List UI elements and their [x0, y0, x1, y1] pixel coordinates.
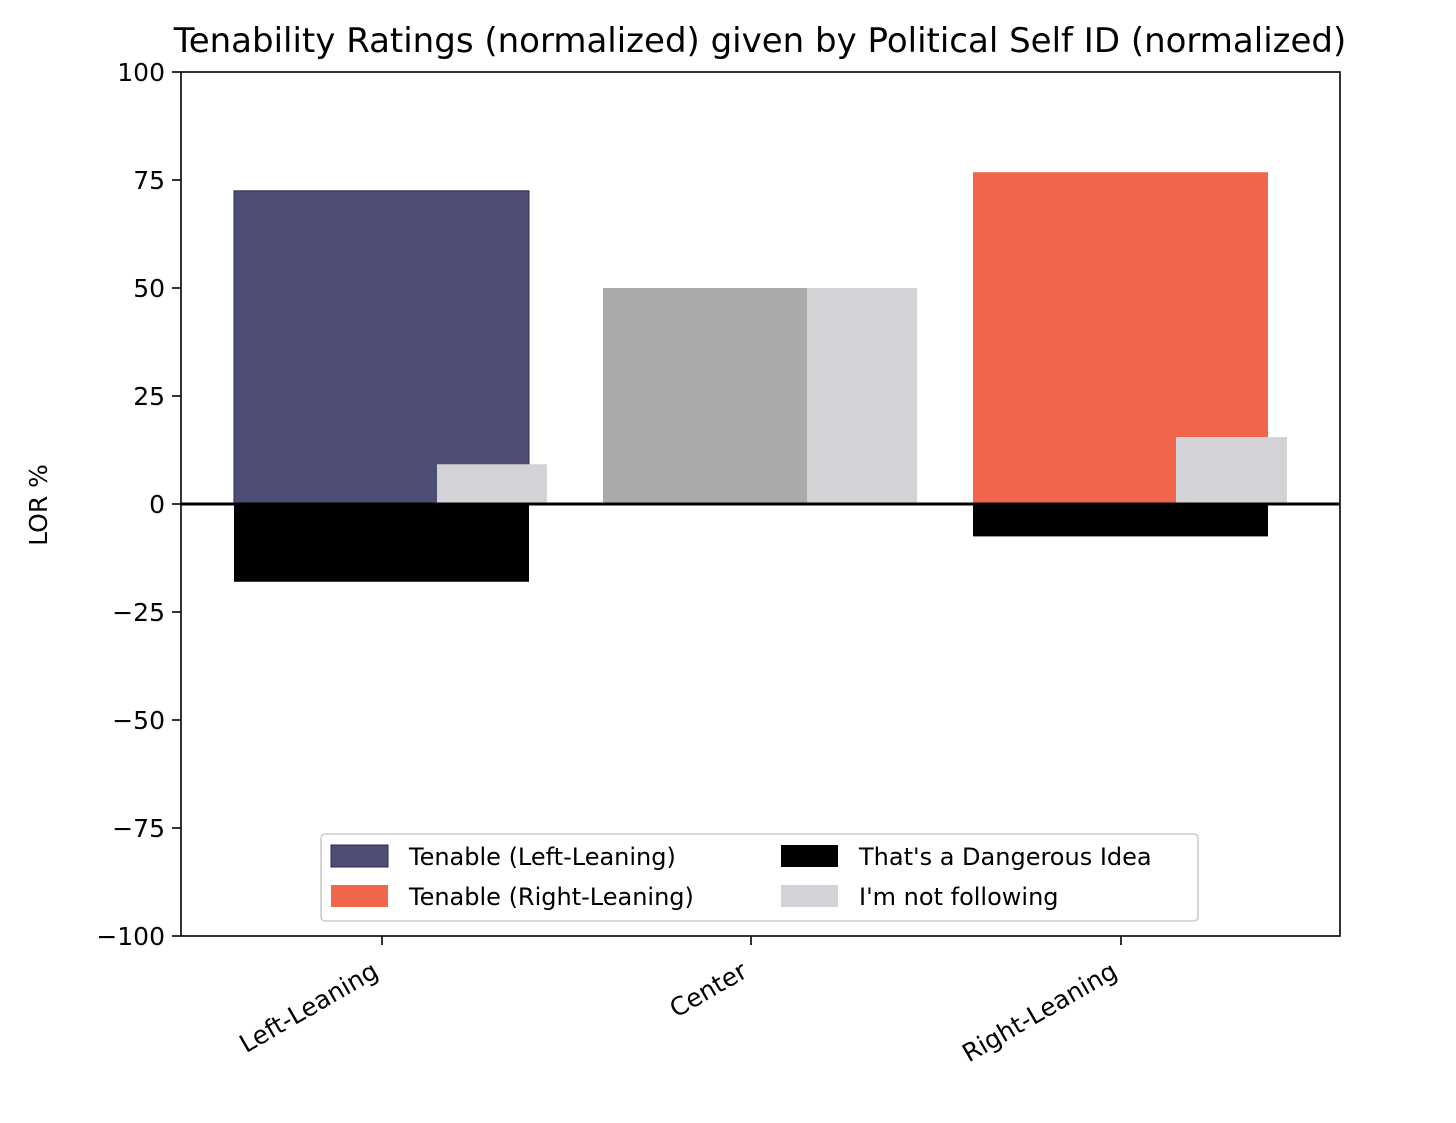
x-tick-label: Left-Leaning — [234, 956, 383, 1058]
bar-center-tenable — [603, 288, 807, 504]
y-tick-label: −75 — [112, 814, 165, 843]
legend-swatch — [781, 845, 838, 867]
x-tick-label: Center — [665, 956, 753, 1024]
y-tick-label: 50 — [133, 274, 165, 303]
legend-label: That's a Dangerous Idea — [858, 843, 1152, 871]
y-tick-label: 0 — [149, 490, 165, 519]
bar-not-following-left-leaning — [437, 464, 547, 504]
bar-not-following-right-leaning — [1176, 437, 1287, 504]
legend: Tenable (Left-Leaning) That's a Dangerous… — [320, 833, 1199, 922]
legend-box — [320, 833, 1199, 922]
bar-dangerous-right-leaning — [973, 504, 1268, 537]
legend-label: Tenable (Left-Leaning) — [408, 843, 676, 871]
bar-dangerous-left-leaning — [234, 504, 529, 582]
legend-label: I'm not following — [859, 883, 1059, 911]
y-tick-label: 100 — [117, 58, 165, 87]
y-axis-label: LOR % — [24, 464, 53, 546]
x-tick-label: Right-Leaning — [957, 956, 1122, 1068]
y-tick-label: −100 — [96, 922, 165, 951]
y-tick-label: −25 — [112, 598, 165, 627]
chart-title: Tenability Ratings (normalized) given by… — [173, 21, 1347, 61]
y-tick-label: 75 — [133, 166, 165, 195]
y-tick-label: −50 — [112, 706, 165, 735]
legend-swatch — [331, 885, 388, 907]
legend-label: Tenable (Right-Leaning) — [408, 883, 694, 911]
bars-layer — [233, 172, 1287, 582]
legend-swatch — [781, 885, 838, 907]
y-tick-label: 25 — [133, 382, 165, 411]
bar-tenable-left-left-leaning — [233, 190, 530, 505]
legend-swatch — [330, 844, 389, 868]
bar-not-following-center — [807, 288, 917, 504]
